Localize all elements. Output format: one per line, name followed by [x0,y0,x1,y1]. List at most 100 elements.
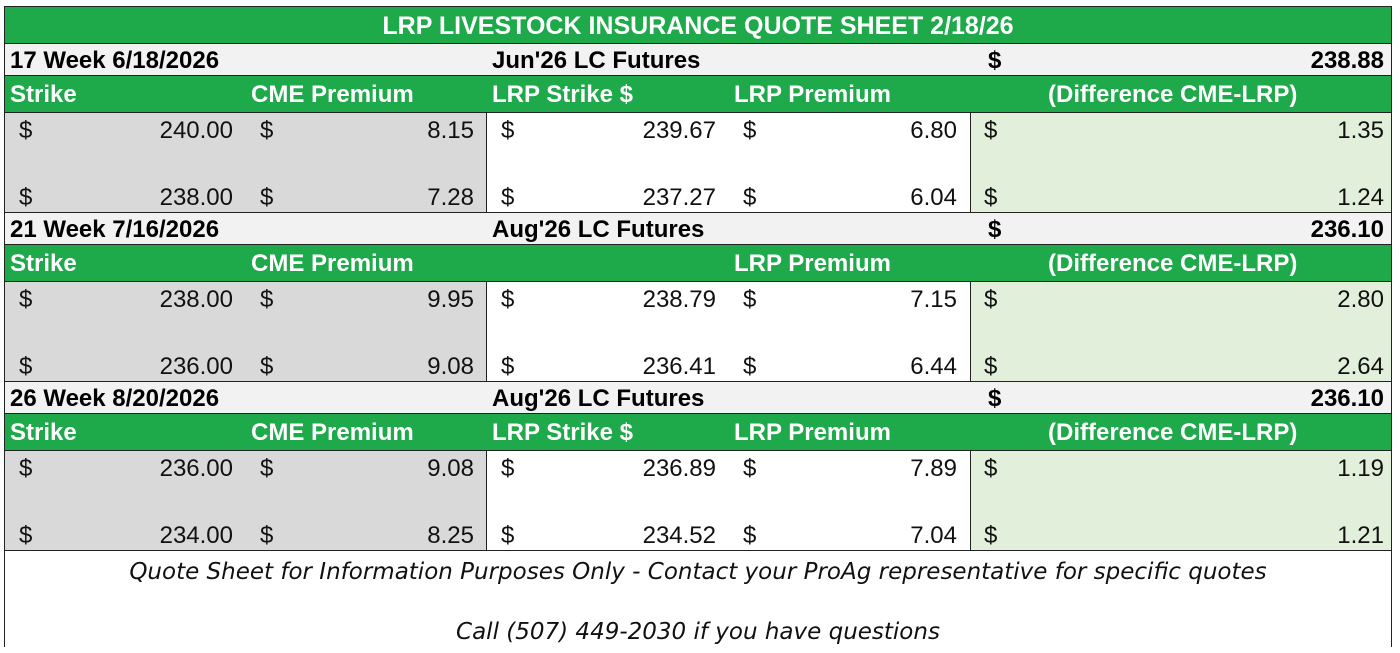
header-strike: Strike [10,250,77,277]
column-header-row: Strike CME Premium LRP Strike $ LRP Premium… [5,76,1391,112]
lrp-strike-value: 239.67 [642,117,716,144]
lrp-strike-value: 237.27 [642,184,716,211]
header-lrp-premium: LRP Premium [734,250,891,277]
header-difference: (Difference CME-LRP) [1048,250,1298,277]
week-row: 17 Week 6/18/2026 Jun'26 LC Futures $238.8… [5,43,1391,76]
currency-symbol: $ [501,522,515,549]
strike-value: 238.00 [159,184,233,211]
currency-symbol: $ [984,455,998,482]
futures-label: Aug'26 LC Futures [492,216,705,243]
futures-price: 236.10 [1310,385,1384,412]
header-cme-premium: CME Premium [251,81,414,108]
currency-symbol: $ [501,455,515,482]
difference-value: 1.24 [1337,184,1384,211]
lrp-strike-value: 234.52 [642,522,716,549]
footer-contact: Call (507) 449-2030 if you have question… [456,619,940,645]
lrp-premium-value: 7.04 [910,522,957,549]
currency-symbol: $ [19,184,33,211]
quote-rows: $240.00 $8.15 $239.67 $6.80 $1.35 $238.00 $7.2… [5,112,1391,212]
currency-symbol: $ [19,286,33,313]
header-lrp-strike: LRP Strike $ [492,419,633,446]
currency-symbol: $ [743,522,757,549]
currency-symbol: $ [260,117,274,144]
header-cme-premium: CME Premium [251,419,414,446]
cme-shade [5,113,487,212]
quote-sheet: LRP LIVESTOCK INSURANCE QUOTE SHEET 2/18… [4,6,1392,647]
lrp-premium-value: 6.80 [910,117,957,144]
currency-symbol: $ [501,353,515,380]
cme-premium-value: 9.08 [427,455,474,482]
quote-section: 26 Week 8/20/2026 Aug'26 LC Futures $236.1… [5,381,1391,550]
header-difference: (Difference CME-LRP) [1048,419,1298,446]
currency-symbol: $ [984,184,998,211]
strike-value: 238.00 [159,286,233,313]
currency-symbol: $ [984,286,998,313]
header-lrp-premium: LRP Premium [734,81,891,108]
currency-symbol: $ [743,353,757,380]
strike-value: 236.00 [159,455,233,482]
currency-symbol: $ [743,117,757,144]
lrp-strike-value: 238.79 [642,286,716,313]
currency-symbol: $ [19,117,33,144]
lrp-strike-value: 236.89 [642,455,716,482]
difference-value: 1.35 [1337,117,1384,144]
futures-label: Jun'26 LC Futures [492,47,701,74]
currency-symbol: $ [260,184,274,211]
currency-symbol: $ [501,184,515,211]
week-row: 26 Week 8/20/2026 Aug'26 LC Futures $236.1… [5,381,1391,414]
currency-symbol: $ [19,353,33,380]
futures-dollar: $ [988,47,1002,74]
header-cme-premium: CME Premium [251,250,414,277]
currency-symbol: $ [260,286,274,313]
column-header-row: Strike CME Premium LRP Premium (Difference … [5,245,1391,281]
currency-symbol: $ [501,286,515,313]
header-strike: Strike [10,419,77,446]
quote-rows: $238.00 $9.95 $238.79 $7.15 $2.80 $236.00 $9.0… [5,281,1391,381]
lrp-strike-value: 236.41 [642,353,716,380]
strike-value: 234.00 [159,522,233,549]
strike-value: 236.00 [159,353,233,380]
week-label: 21 Week 7/16/2026 [10,216,220,243]
difference-value: 1.21 [1337,522,1384,549]
currency-symbol: $ [260,353,274,380]
week-label: 26 Week 8/20/2026 [10,385,220,412]
header-difference: (Difference CME-LRP) [1048,81,1298,108]
futures-price: 236.10 [1310,216,1384,243]
futures-dollar: $ [988,216,1002,243]
header-lrp-premium: LRP Premium [734,419,891,446]
week-row: 21 Week 7/16/2026 Aug'26 LC Futures $236.1… [5,212,1391,245]
cme-premium-value: 9.95 [427,286,474,313]
difference-value: 2.64 [1337,353,1384,380]
quote-section: 17 Week 6/18/2026 Jun'26 LC Futures $238.8… [5,43,1391,212]
footer-disclaimer: Quote Sheet for Information Purposes Onl… [129,559,1267,585]
lrp-premium-value: 6.04 [910,184,957,211]
currency-symbol: $ [260,455,274,482]
lrp-premium-value: 7.15 [910,286,957,313]
cme-premium-value: 9.08 [427,353,474,380]
currency-symbol: $ [984,353,998,380]
quote-rows: $236.00 $9.08 $236.89 $7.89 $1.19 $234.00 $8.2… [5,450,1391,550]
currency-symbol: $ [501,117,515,144]
difference-value: 2.80 [1337,286,1384,313]
cme-shade [5,451,487,550]
currency-symbol: $ [743,455,757,482]
futures-dollar: $ [988,385,1002,412]
lrp-premium-value: 6.44 [910,353,957,380]
difference-value: 1.19 [1337,455,1384,482]
currency-symbol: $ [19,522,33,549]
cme-premium-value: 7.28 [427,184,474,211]
currency-symbol: $ [743,184,757,211]
currency-symbol: $ [984,117,998,144]
sheet-title: LRP LIVESTOCK INSURANCE QUOTE SHEET 2/18… [5,7,1391,43]
currency-symbol: $ [984,522,998,549]
week-label: 17 Week 6/18/2026 [10,47,220,74]
quote-section: 21 Week 7/16/2026 Aug'26 LC Futures $236.1… [5,212,1391,381]
cme-premium-value: 8.15 [427,117,474,144]
difference-shade [970,282,1391,381]
difference-shade [970,113,1391,212]
lrp-premium-value: 7.89 [910,455,957,482]
futures-label: Aug'26 LC Futures [492,385,705,412]
cme-shade [5,282,487,381]
currency-symbol: $ [260,522,274,549]
difference-shade [970,451,1391,550]
